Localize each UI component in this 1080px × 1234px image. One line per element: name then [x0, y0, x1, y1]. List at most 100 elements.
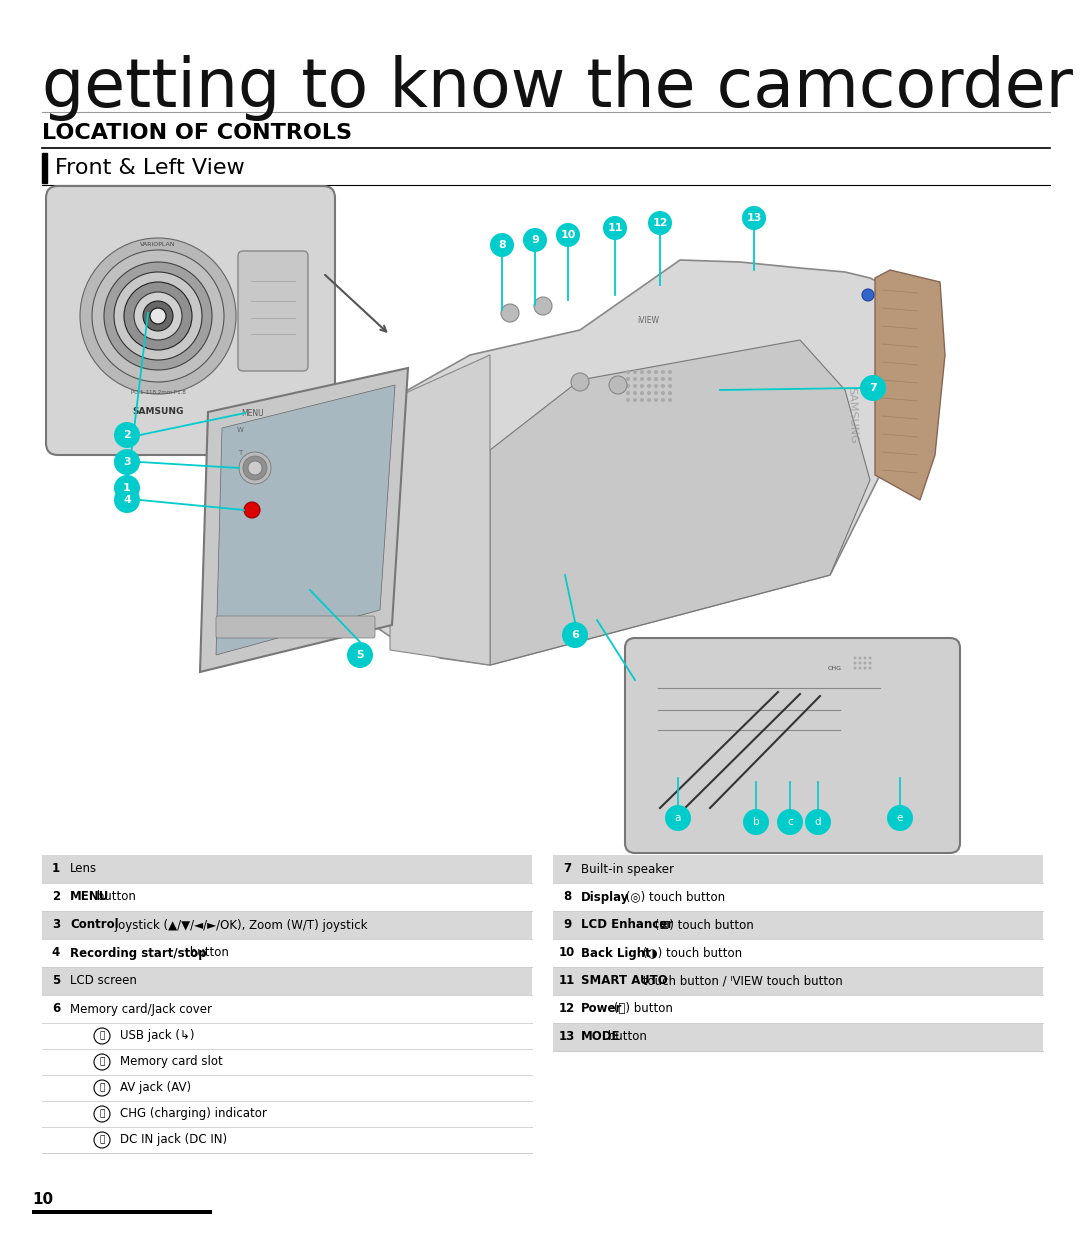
- Circle shape: [661, 384, 665, 387]
- Bar: [553, 855, 1043, 884]
- Text: MENU: MENU: [242, 408, 265, 417]
- Text: Control: Control: [70, 918, 119, 932]
- Text: 13: 13: [558, 1030, 576, 1044]
- Circle shape: [626, 378, 630, 381]
- Polygon shape: [490, 341, 870, 665]
- Circle shape: [669, 378, 672, 381]
- Circle shape: [134, 292, 183, 341]
- Text: c: c: [787, 817, 793, 827]
- Circle shape: [239, 452, 271, 484]
- Text: 10: 10: [558, 946, 576, 960]
- Text: 6: 6: [52, 1002, 60, 1016]
- Bar: [553, 1023, 1043, 1051]
- Circle shape: [114, 487, 140, 513]
- Circle shape: [92, 251, 224, 383]
- Circle shape: [534, 297, 552, 315]
- Text: 12: 12: [652, 218, 667, 228]
- Circle shape: [669, 370, 672, 374]
- Text: SMART AUTO: SMART AUTO: [581, 975, 667, 987]
- Circle shape: [104, 262, 212, 370]
- Text: 9: 9: [563, 918, 571, 932]
- Circle shape: [114, 475, 140, 501]
- Bar: [553, 911, 1043, 939]
- Bar: [553, 995, 1043, 1023]
- Text: ⓐ: ⓐ: [99, 1032, 105, 1040]
- Circle shape: [669, 391, 672, 395]
- Circle shape: [626, 384, 630, 387]
- Text: (⏻) button: (⏻) button: [610, 1002, 673, 1016]
- Circle shape: [114, 449, 140, 475]
- Circle shape: [864, 656, 866, 659]
- Circle shape: [647, 391, 651, 395]
- Text: DC IN jack (DC IN): DC IN jack (DC IN): [120, 1134, 227, 1146]
- Text: SAMSUNG: SAMSUNG: [846, 386, 858, 443]
- Circle shape: [661, 378, 665, 381]
- Text: CHG: CHG: [828, 666, 842, 671]
- Text: iVIEW: iVIEW: [637, 316, 659, 325]
- Text: Lens: Lens: [70, 863, 97, 875]
- Circle shape: [603, 216, 627, 239]
- Circle shape: [654, 378, 658, 381]
- Bar: [42, 153, 48, 183]
- Text: 10: 10: [561, 230, 576, 239]
- Circle shape: [244, 502, 260, 518]
- Text: joystick (▲/▼/◄/►/OK), Zoom (W/T) joystick: joystick (▲/▼/◄/►/OK), Zoom (W/T) joysti…: [110, 918, 367, 932]
- Bar: [553, 967, 1043, 995]
- Text: LOCATION OF CONTROLS: LOCATION OF CONTROLS: [42, 123, 352, 143]
- Circle shape: [648, 211, 672, 234]
- Text: e: e: [896, 813, 903, 823]
- Circle shape: [661, 391, 665, 395]
- Bar: [42, 967, 532, 995]
- Text: (◎) touch button: (◎) touch button: [622, 891, 725, 903]
- Circle shape: [661, 370, 665, 374]
- Text: 2: 2: [52, 891, 60, 903]
- Circle shape: [647, 378, 651, 381]
- Circle shape: [248, 462, 262, 475]
- Circle shape: [665, 805, 691, 830]
- Circle shape: [640, 384, 644, 387]
- Text: Built-in speaker: Built-in speaker: [581, 863, 674, 875]
- Text: 1: 1: [123, 482, 131, 494]
- Circle shape: [853, 656, 856, 659]
- Text: 5: 5: [52, 975, 60, 987]
- Circle shape: [243, 457, 267, 480]
- Text: 2: 2: [123, 429, 131, 441]
- Text: getting to know the camcorder: getting to know the camcorder: [42, 56, 1074, 121]
- Circle shape: [868, 656, 872, 659]
- Circle shape: [114, 271, 202, 360]
- Text: 7: 7: [563, 863, 571, 875]
- Text: PO.1-118.2mm F1.8: PO.1-118.2mm F1.8: [131, 390, 186, 396]
- Circle shape: [864, 666, 866, 670]
- Text: Power: Power: [581, 1002, 622, 1016]
- Text: Recording start/stop: Recording start/stop: [70, 946, 206, 960]
- Text: Back Light: Back Light: [581, 946, 651, 960]
- Bar: [42, 884, 532, 911]
- Circle shape: [805, 810, 831, 835]
- Text: Memory card slot: Memory card slot: [120, 1055, 222, 1069]
- FancyBboxPatch shape: [216, 616, 375, 638]
- Bar: [42, 1075, 532, 1101]
- Circle shape: [640, 399, 644, 402]
- Bar: [42, 1101, 532, 1127]
- Bar: [42, 1127, 532, 1153]
- Polygon shape: [200, 368, 408, 673]
- Text: 7: 7: [869, 383, 877, 392]
- Circle shape: [501, 304, 519, 322]
- Text: Display: Display: [581, 891, 630, 903]
- Circle shape: [868, 661, 872, 664]
- Circle shape: [609, 376, 627, 394]
- Text: MODE: MODE: [581, 1030, 621, 1044]
- Circle shape: [626, 391, 630, 395]
- Circle shape: [150, 308, 166, 325]
- Circle shape: [80, 238, 237, 394]
- Circle shape: [661, 399, 665, 402]
- Circle shape: [647, 384, 651, 387]
- Circle shape: [556, 223, 580, 247]
- Text: SAMSUNG: SAMSUNG: [133, 406, 184, 416]
- Text: MENU: MENU: [70, 891, 109, 903]
- Text: 12: 12: [558, 1002, 576, 1016]
- Text: ⓑ: ⓑ: [99, 1058, 105, 1066]
- Circle shape: [654, 384, 658, 387]
- Circle shape: [640, 370, 644, 374]
- Bar: [32, 1211, 212, 1214]
